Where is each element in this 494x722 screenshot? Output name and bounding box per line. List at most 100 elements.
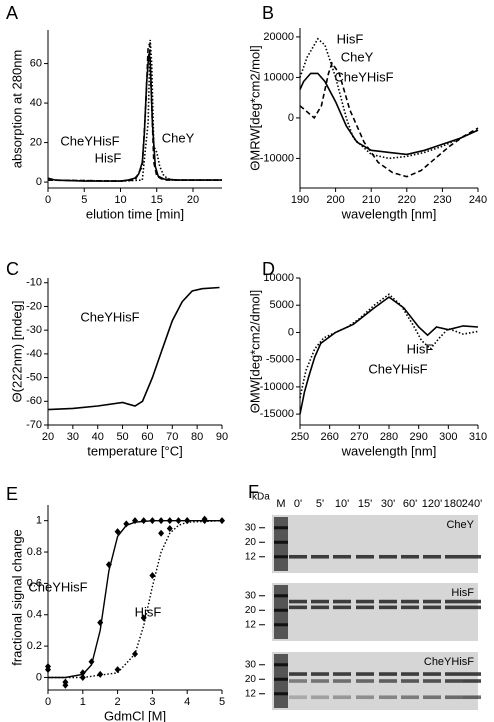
marker-label: 30 xyxy=(245,522,257,533)
y-tick-label: -20 xyxy=(26,300,42,312)
y-tick-label: -50 xyxy=(26,371,42,383)
lane-label: 240' xyxy=(462,498,482,510)
y-tick-label: 10000 xyxy=(263,272,294,284)
marker-label: 12 xyxy=(245,688,257,699)
y-tick-label: 60 xyxy=(30,57,42,69)
x-axis-label: GdmCl [M] xyxy=(104,708,166,722)
protein-band xyxy=(401,695,419,700)
point xyxy=(149,517,156,525)
series-label: CheYHisF xyxy=(60,133,119,148)
protein-band xyxy=(445,695,463,700)
protein-band xyxy=(356,679,374,683)
point xyxy=(140,517,147,525)
point xyxy=(149,572,156,580)
x-tick-label: 240 xyxy=(469,194,487,206)
series-label: HisF xyxy=(337,31,364,46)
protein-band xyxy=(356,554,374,559)
marker-label: 20 xyxy=(245,605,257,616)
point xyxy=(140,614,147,622)
marker-band xyxy=(274,608,288,612)
protein-band xyxy=(333,695,351,700)
marker-band xyxy=(274,692,288,696)
x-tick-label: 30 xyxy=(67,431,79,443)
x-tick-label: 60 xyxy=(141,431,153,443)
point xyxy=(158,517,165,525)
x-tick-label: 80 xyxy=(191,431,203,443)
protein-band xyxy=(311,599,329,604)
point xyxy=(79,673,86,681)
x-tick-label: 15 xyxy=(151,194,163,206)
protein-band xyxy=(379,554,397,559)
series-label: CheY xyxy=(162,130,195,145)
x-tick-label: 1 xyxy=(80,696,86,708)
y-tick-label: 0 xyxy=(288,112,294,124)
y-axis-label: ΘMRW[deg*cm2/mol] xyxy=(247,45,262,170)
lane-label: 5' xyxy=(316,498,324,510)
panel-letter: C xyxy=(6,259,19,279)
x-tick-label: 200 xyxy=(326,194,344,206)
protein-band xyxy=(463,605,481,610)
y-tick-label: 10000 xyxy=(263,71,294,83)
blot-label: CheYHisF xyxy=(424,656,474,668)
x-tick-label: 260 xyxy=(320,431,338,443)
protein-band xyxy=(463,554,481,559)
y-tick-label: -60 xyxy=(26,395,42,407)
protein-band xyxy=(401,605,419,610)
protein-band xyxy=(356,695,374,700)
protein-band xyxy=(445,599,463,604)
protein-band xyxy=(445,672,463,676)
lane-label: 30' xyxy=(381,498,395,510)
lane-label: 15' xyxy=(358,498,372,510)
panel-letter: D xyxy=(262,259,275,279)
y-tick-label: 20000 xyxy=(263,31,294,43)
protein-band xyxy=(379,605,397,610)
line xyxy=(47,43,222,182)
x-tick-label: 0 xyxy=(45,696,51,708)
x-axis-label: wavelength [nm] xyxy=(341,443,437,458)
y-tick-label: -15000 xyxy=(260,408,294,420)
protein-band xyxy=(311,672,329,676)
lane-label: 0' xyxy=(294,498,302,510)
line xyxy=(47,53,222,182)
x-tick-label: 20 xyxy=(42,431,54,443)
line xyxy=(299,296,479,415)
fit-line xyxy=(48,520,222,679)
protein-band xyxy=(401,599,419,604)
marker-label: 12 xyxy=(245,619,257,630)
panel-letter: E xyxy=(6,484,18,504)
x-tick-label: 290 xyxy=(409,431,427,443)
protein-band xyxy=(289,554,307,559)
point xyxy=(201,515,208,523)
protein-band xyxy=(401,672,419,676)
x-tick-label: 4 xyxy=(184,696,190,708)
protein-band xyxy=(445,554,463,559)
line xyxy=(299,293,479,398)
protein-band xyxy=(423,695,441,700)
series-label: CheYHisF xyxy=(80,309,139,324)
x-tick-label: 220 xyxy=(398,194,416,206)
protein-band xyxy=(423,554,441,559)
protein-band xyxy=(401,679,419,683)
x-tick-label: 3 xyxy=(149,696,155,708)
y-tick-label: 5000 xyxy=(270,299,294,311)
x-tick-label: 20 xyxy=(187,194,199,206)
point xyxy=(175,517,182,525)
marker-lane xyxy=(274,585,288,639)
protein-band xyxy=(423,599,441,604)
point xyxy=(97,619,104,627)
protein-band xyxy=(379,695,397,700)
x-tick-label: 300 xyxy=(439,431,457,443)
y-axis-label: absorption at 280nm xyxy=(9,50,24,169)
protein-band xyxy=(311,554,329,559)
protein-band xyxy=(356,605,374,610)
protein-band xyxy=(379,672,397,676)
point xyxy=(79,669,86,677)
panel-letter: B xyxy=(262,3,274,23)
marker-band xyxy=(274,526,288,530)
y-tick-label: -10000 xyxy=(260,152,294,164)
point xyxy=(97,670,104,678)
protein-band xyxy=(289,695,307,700)
y-tick-label: -40 xyxy=(26,348,42,360)
point xyxy=(45,666,51,674)
